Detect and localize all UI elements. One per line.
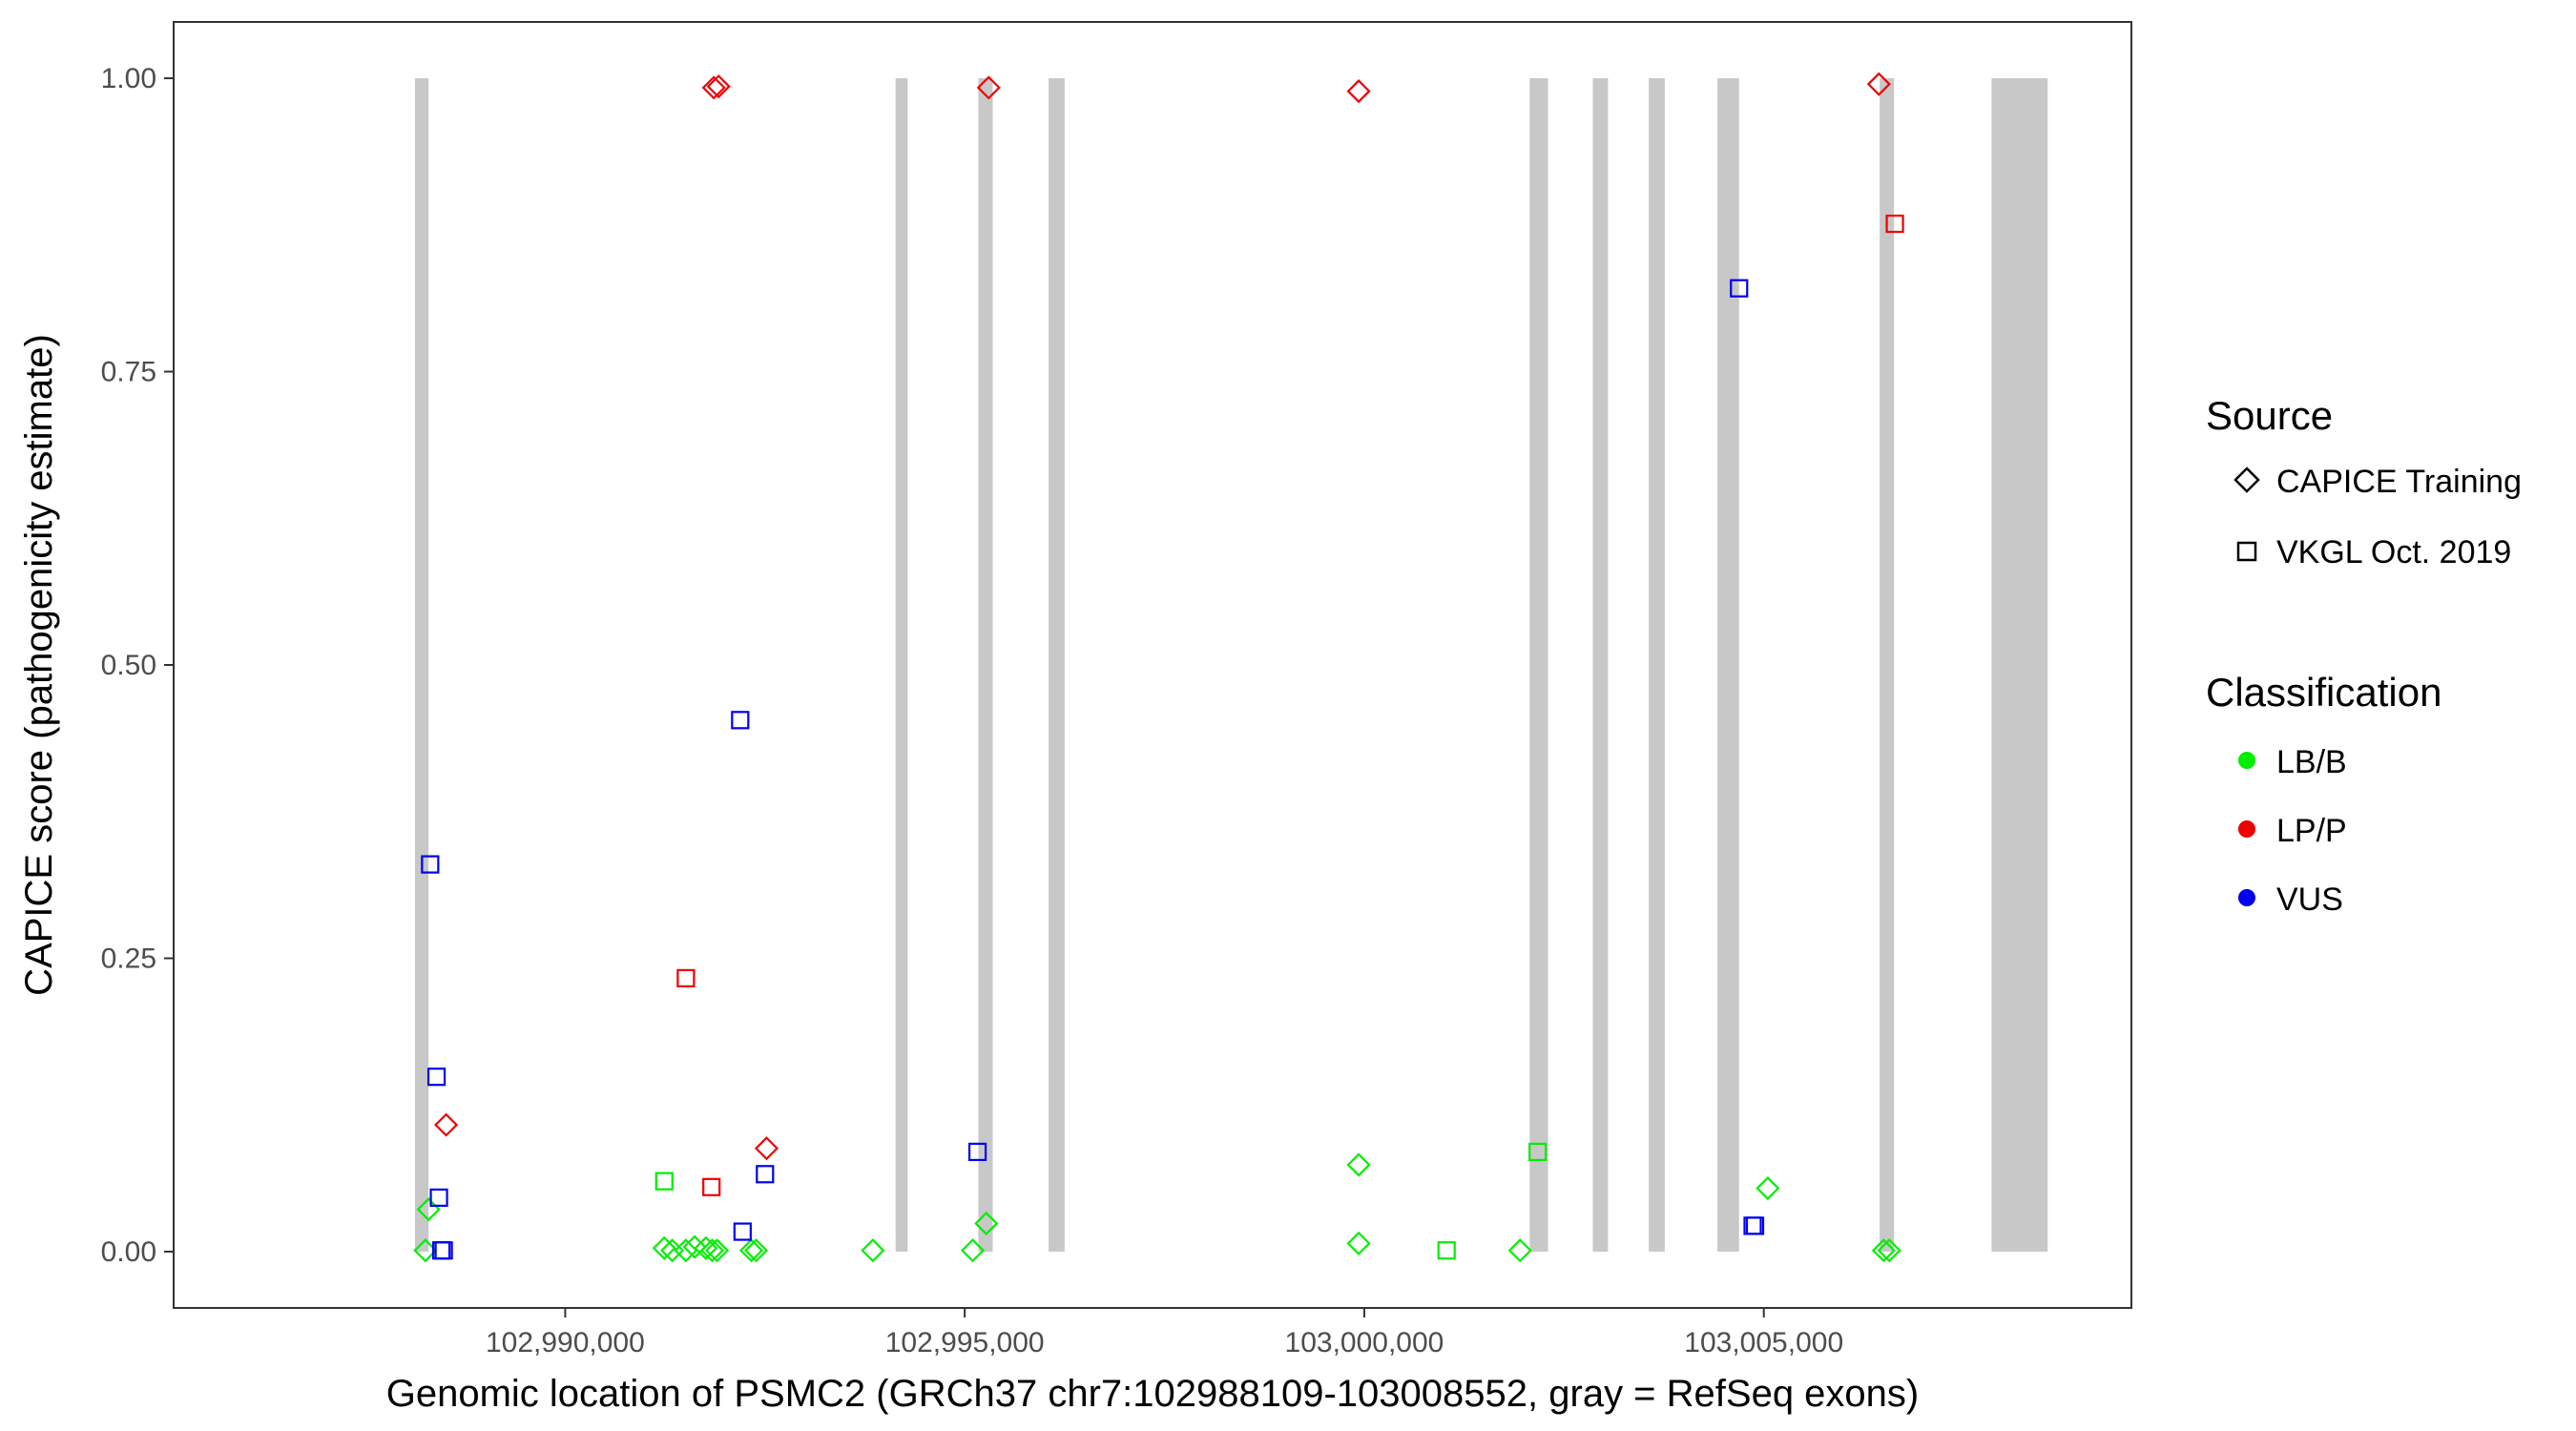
legend-classification-title: Classification — [2206, 670, 2441, 715]
exon-band — [1991, 78, 2048, 1252]
exon-bands — [414, 78, 2048, 1252]
data-point-diamond — [434, 1112, 459, 1137]
data-point-square — [1437, 1241, 1456, 1260]
legend-item-vkgl: VKGL Oct. 2019 — [2236, 534, 2511, 570]
legend-square-icon — [2236, 541, 2257, 562]
data-point-diamond — [960, 1238, 986, 1263]
data-point-square — [967, 1142, 987, 1162]
data-point-diamond — [974, 1211, 999, 1236]
data-point-diamond — [652, 1235, 676, 1260]
data-point-diamond — [1346, 79, 1371, 104]
data-point-diamond — [1346, 1231, 1371, 1255]
y-tick-label: 0.50 — [101, 650, 156, 681]
legend-item-label: VKGL Oct. 2019 — [2276, 534, 2511, 570]
data-points — [413, 72, 1904, 1263]
legend-dot-icon — [2238, 820, 2255, 838]
y-axis-title: CAPICE score (pathogenicity estimate) — [18, 334, 60, 996]
data-point-diamond — [682, 1234, 707, 1259]
exon-band — [1717, 78, 1739, 1252]
data-point-diamond — [1507, 1238, 1532, 1263]
x-axis: 102,990,000 102,995,000 103,000,000 103,005… — [486, 1308, 1843, 1358]
data-point-diamond — [744, 1238, 769, 1263]
x-tick-label: 102,990,000 — [486, 1327, 645, 1358]
x-tick-label: 103,005,000 — [1684, 1327, 1843, 1358]
data-point-square — [1528, 1142, 1548, 1162]
data-point-square — [676, 968, 696, 987]
exon-band — [414, 78, 429, 1252]
legend-dot-icon — [2238, 889, 2255, 906]
data-point-square — [654, 1172, 674, 1191]
data-point-square — [1730, 279, 1749, 298]
exon-band — [1880, 78, 1895, 1252]
data-point-diamond — [1877, 1238, 1901, 1263]
legend-item-lb-b: LB/B — [2238, 744, 2347, 780]
y-tick-label: 1.00 — [101, 63, 156, 94]
exon-band — [895, 78, 908, 1252]
legend-item-capice-training: CAPICE Training — [2233, 464, 2522, 500]
data-point-diamond — [1346, 1152, 1371, 1177]
data-point-diamond — [706, 74, 731, 99]
legend-diamond-icon — [2233, 467, 2260, 493]
data-point-diamond — [704, 1238, 730, 1263]
exon-band — [1049, 78, 1065, 1252]
data-point-square — [1885, 214, 1904, 234]
legend-item-label: LB/B — [2276, 744, 2347, 780]
exon-band — [1592, 78, 1609, 1252]
x-axis-title: Genomic location of PSMC2 (GRCh37 chr7:1… — [386, 1373, 1920, 1415]
legend-item-label: CAPICE Training — [2276, 464, 2522, 500]
data-point-square — [434, 1241, 453, 1260]
data-point-diamond — [738, 1238, 764, 1263]
data-point-diamond — [1871, 1238, 1896, 1263]
legend: Source CAPICE Training VKGL Oct. 2019 Cl… — [2206, 393, 2522, 918]
legend-dot-icon — [2238, 752, 2255, 769]
x-tick-label: 103,000,000 — [1285, 1327, 1444, 1358]
data-point-diamond — [861, 1238, 885, 1263]
data-point-square — [731, 711, 750, 730]
data-point-diamond — [1866, 72, 1891, 96]
data-point-diamond — [701, 75, 726, 100]
legend-source-title: Source — [2206, 393, 2333, 438]
x-tick-label: 102,995,000 — [885, 1327, 1045, 1358]
data-point-diamond — [674, 1238, 698, 1263]
data-point-square — [426, 1068, 447, 1087]
legend-item-lp-p: LP/P — [2238, 813, 2347, 849]
data-point-diamond — [754, 1136, 779, 1161]
data-point-diamond — [1755, 1175, 1780, 1201]
legend-item-label: VUS — [2276, 881, 2343, 918]
y-tick-label: 0.00 — [101, 1236, 156, 1268]
plot-panel-background — [174, 22, 2131, 1308]
data-point-square — [421, 855, 440, 874]
y-axis: 0.00 0.25 0.50 0.75 1.00 — [101, 63, 174, 1268]
data-point-square — [429, 1188, 448, 1207]
data-point-square — [702, 1177, 721, 1196]
data-point-square — [756, 1165, 775, 1184]
exon-band — [1529, 78, 1548, 1252]
exon-band — [1649, 78, 1665, 1252]
legend-item-label: LP/P — [2276, 813, 2347, 849]
y-tick-label: 0.25 — [101, 943, 156, 974]
data-point-diamond — [976, 75, 1001, 100]
exon-band — [978, 78, 993, 1252]
data-point-diamond — [699, 1238, 725, 1263]
legend-item-vus: VUS — [2238, 881, 2343, 918]
y-tick-label: 0.75 — [101, 357, 156, 388]
data-point-square — [733, 1222, 752, 1241]
data-point-square — [1745, 1216, 1765, 1235]
